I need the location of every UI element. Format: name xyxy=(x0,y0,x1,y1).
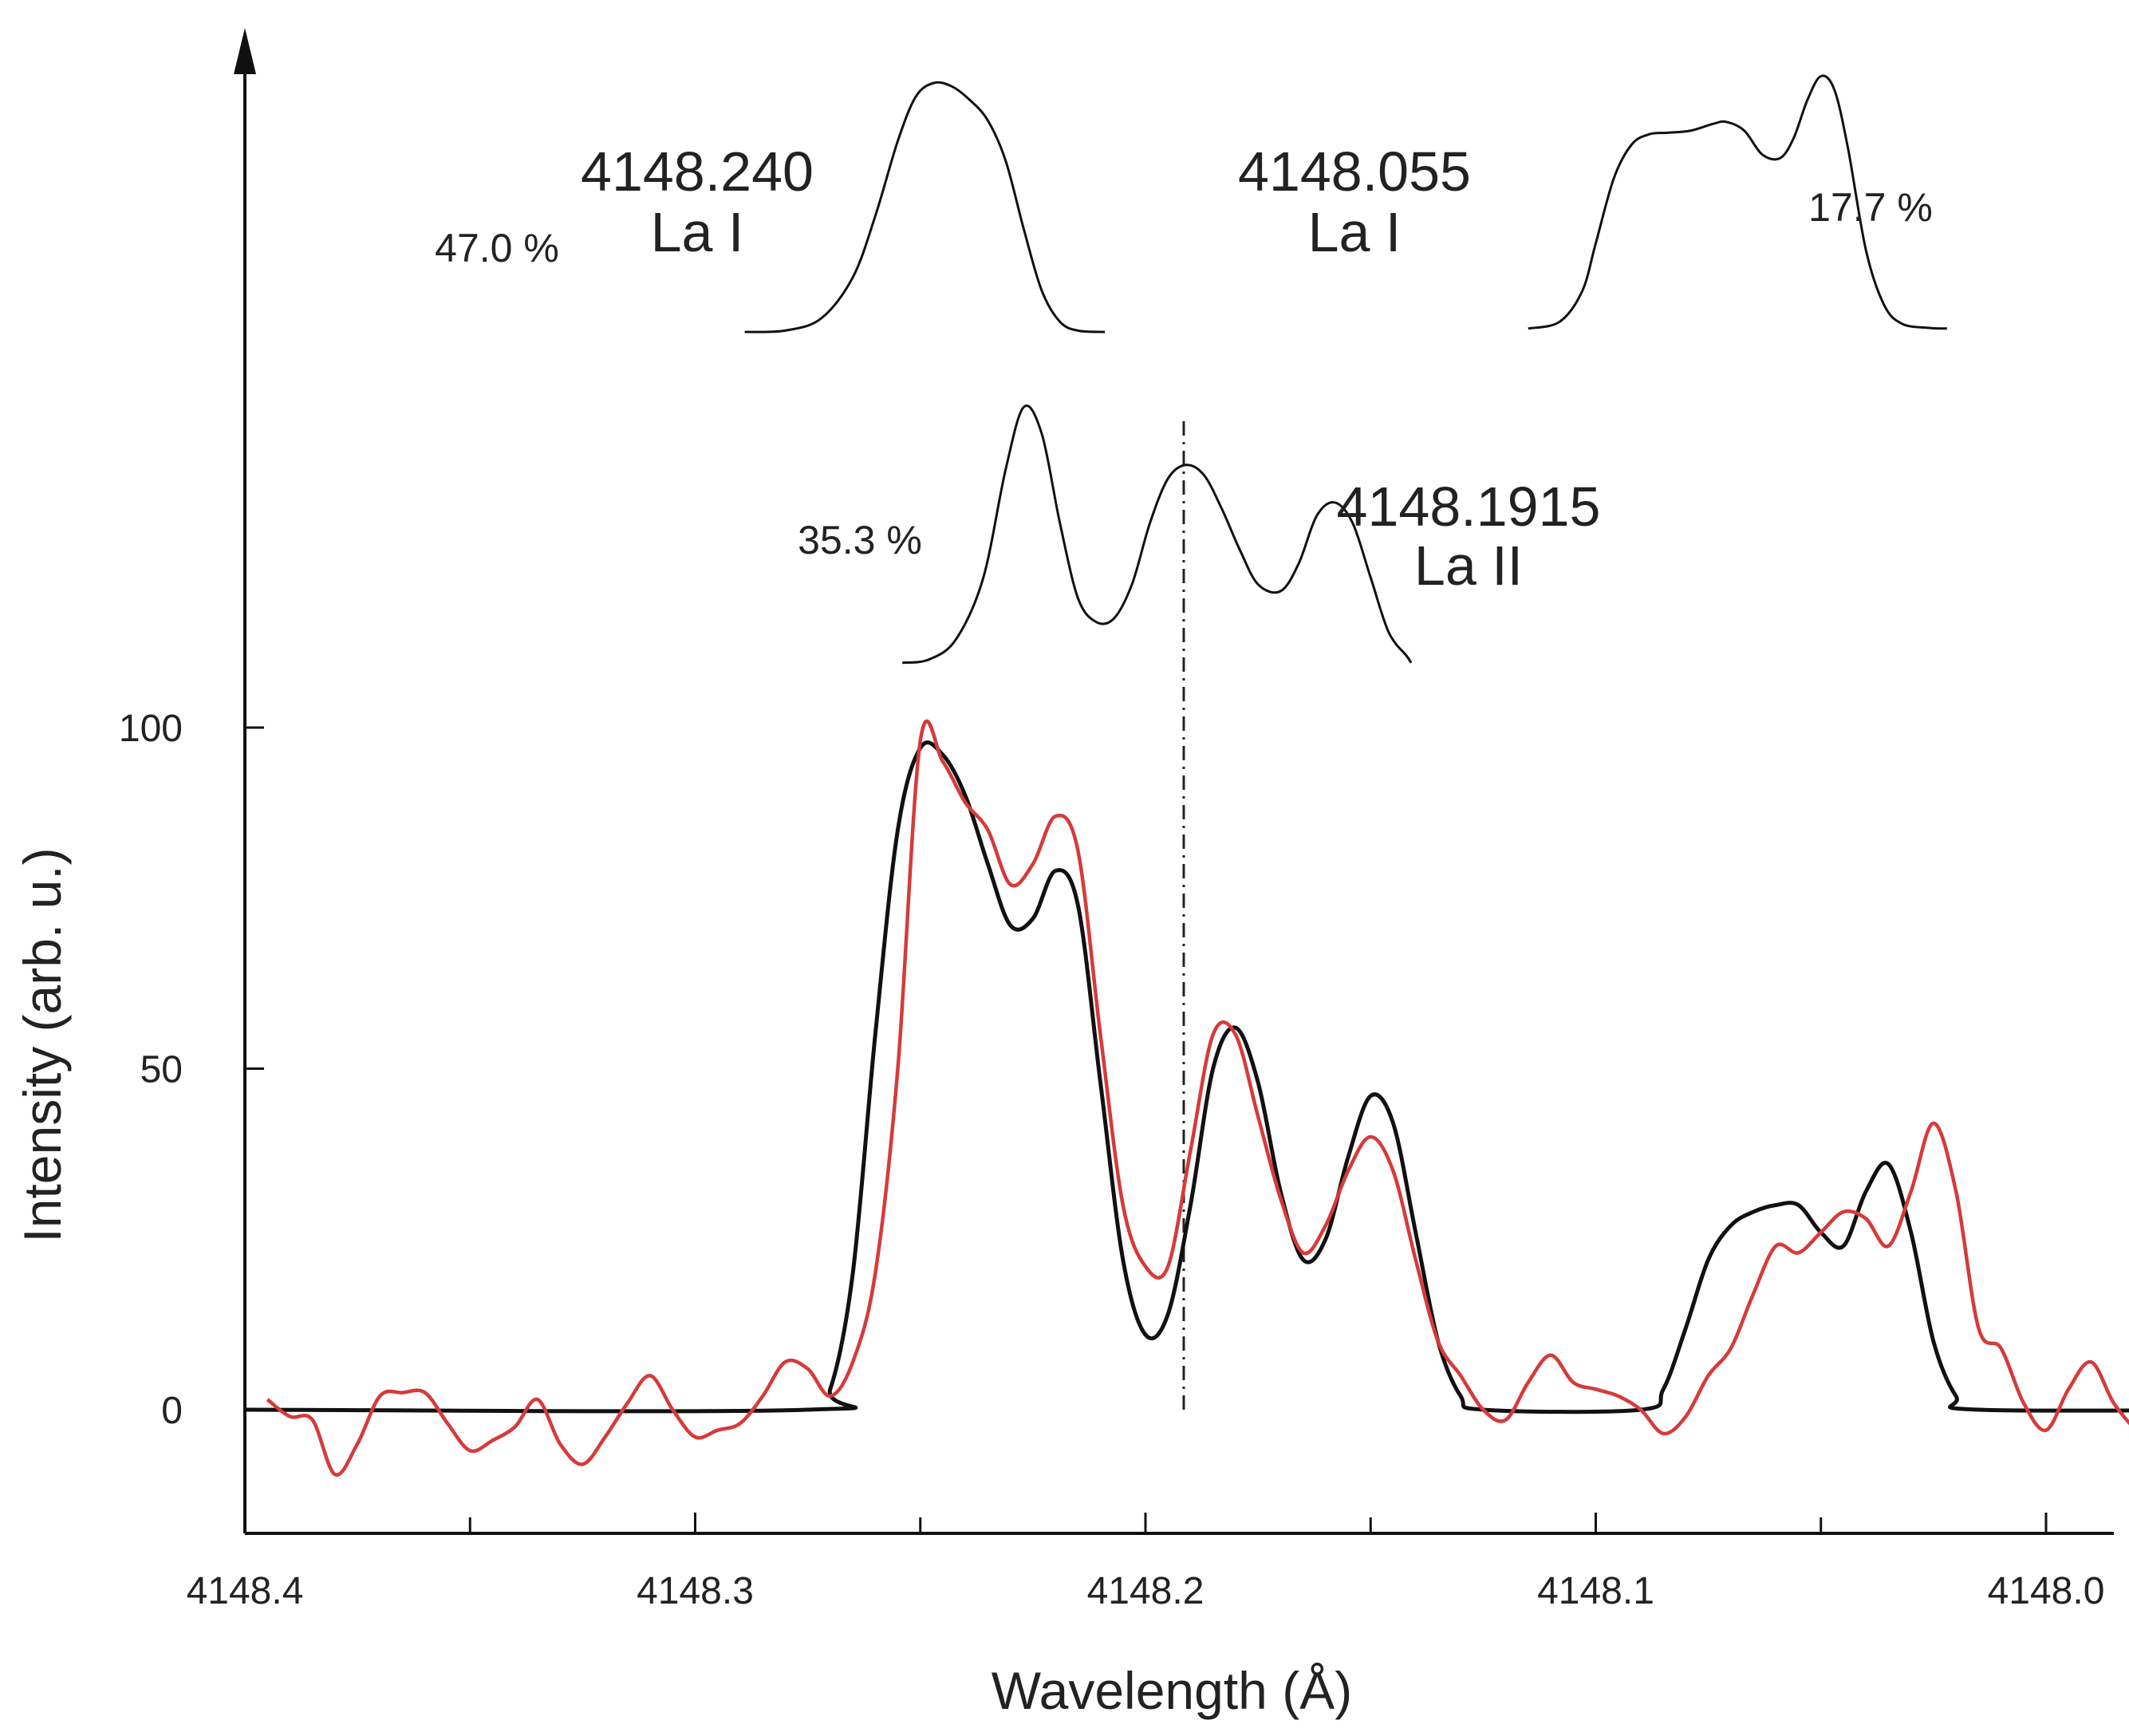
component-wavelength-label-3: 4148.055 xyxy=(1238,140,1471,203)
x-tick-label: 4148.1 xyxy=(1537,1570,1654,1612)
measured-series-line xyxy=(266,719,2129,1477)
component-percent-label-1: 47.0 % xyxy=(435,226,559,270)
y-tick-label: 0 xyxy=(161,1390,183,1432)
component-profile-3 xyxy=(1528,74,1947,330)
x-tick-label: 4148.4 xyxy=(187,1570,304,1612)
component-profile-2 xyxy=(902,404,1413,665)
y-tick-label: 100 xyxy=(119,708,183,750)
x-tick-label: 4148.0 xyxy=(1988,1570,2105,1612)
axes: 4148.4 4148.3 4148.2 4148.1 4148.0 0 50 100 xyxy=(119,28,2114,1612)
component-wavelength-label-1: 4148.240 xyxy=(581,140,814,203)
y-axis-arrow xyxy=(234,28,256,74)
y-axis-label: Intensity (arb. u.) xyxy=(13,847,72,1242)
x-axis-label: Wavelength (Å) xyxy=(992,1661,1352,1720)
component-species-label-2: La II xyxy=(1414,535,1523,597)
component-percent-label-2: 35.3 % xyxy=(798,518,922,562)
component-profile-1 xyxy=(744,81,1106,333)
data-series xyxy=(244,719,2129,1477)
component-species-label-3: La I xyxy=(1308,201,1402,263)
x-tick-label: 4148.2 xyxy=(1087,1570,1204,1612)
component-profiles xyxy=(744,74,1947,665)
y-tick-label: 50 xyxy=(140,1049,183,1091)
fit-series-line xyxy=(244,740,2129,1414)
component-wavelength-label-2: 4148.1915 xyxy=(1337,475,1601,538)
component-percent-label-3: 17.7 % xyxy=(1808,185,1933,230)
x-tick-label: 4148.3 xyxy=(637,1570,754,1612)
component-species-label-1: La I xyxy=(651,201,744,263)
